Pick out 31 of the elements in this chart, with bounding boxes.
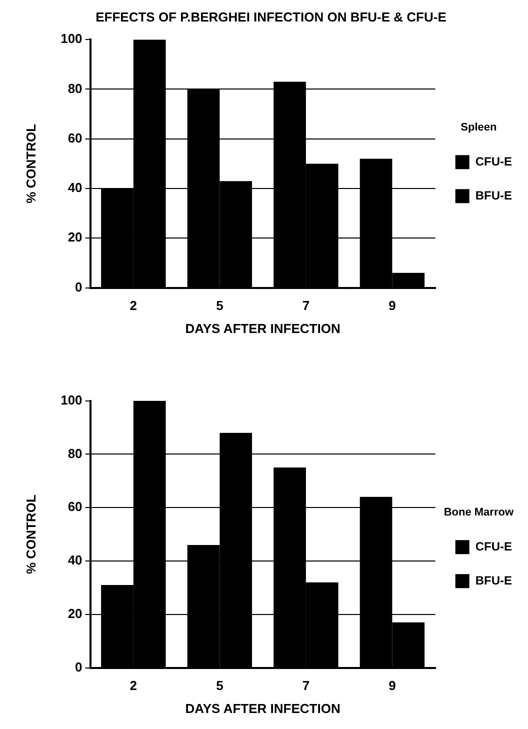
y-tick-label: 20: [68, 606, 82, 621]
y-tick-label: 40: [68, 180, 82, 196]
legend-title: Spleen: [460, 121, 497, 134]
y-tick-label: 100: [60, 31, 82, 46]
x-tick-label: 7: [302, 298, 310, 314]
y-tick-label: 0: [75, 279, 82, 294]
x-tick-label: 9: [388, 678, 396, 694]
x-axis-title: DAYS AFTER INFECTION: [185, 320, 340, 336]
legend-title: Bone Marrow: [444, 506, 514, 518]
y-tick-label: 60: [68, 130, 82, 146]
y-tick-label: 0: [75, 659, 82, 674]
x-tick-label: 2: [130, 678, 138, 694]
legend-label: BFU-E: [475, 188, 512, 202]
chart-title: EFFECTS OF P.BERGHEI INFECTION ON BFU-E & CFU-E: [96, 9, 447, 24]
x-axis-title: DAYS AFTER INFECTION: [185, 700, 340, 716]
y-tick-label: 60: [68, 499, 82, 514]
legend-label: CFU-E: [475, 539, 512, 554]
y-tick-label: 100: [60, 392, 82, 408]
y-tick-label: 40: [68, 552, 82, 568]
x-tick-label: 2: [130, 298, 138, 314]
y-axis-title: % CONTROL: [23, 494, 38, 574]
legend-label: BFU-E: [475, 573, 512, 588]
x-tick-label: 5: [216, 298, 224, 314]
y-tick-label: 20: [68, 230, 82, 245]
x-tick-label: 9: [388, 298, 396, 314]
legend-label: CFU-E: [475, 154, 512, 168]
y-tick-label: 80: [68, 446, 82, 461]
y-tick-label: 80: [68, 80, 82, 96]
y-axis-title: % CONTROL: [23, 124, 38, 204]
x-tick-label: 7: [302, 678, 310, 694]
x-tick-label: 5: [216, 678, 224, 694]
